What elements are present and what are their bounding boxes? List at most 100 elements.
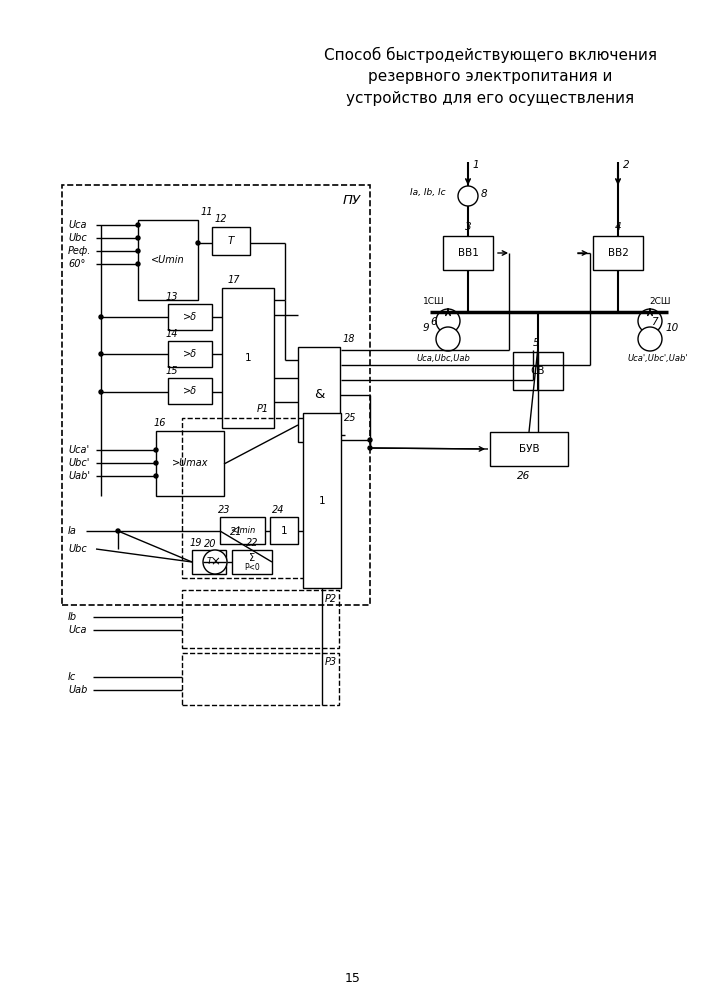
Circle shape (154, 461, 158, 465)
Text: Uca: Uca (68, 625, 86, 635)
Text: 16: 16 (154, 418, 167, 428)
Text: резервного электропитания и: резервного электропитания и (368, 70, 612, 85)
Text: БУВ: БУВ (519, 444, 539, 454)
Text: >δ: >δ (183, 386, 197, 396)
Bar (270, 517, 298, 544)
Text: 2: 2 (623, 160, 629, 170)
Text: 12: 12 (215, 214, 228, 224)
Text: ПУ: ПУ (343, 194, 361, 208)
Bar (62, 185, 370, 605)
Text: ВВ1: ВВ1 (457, 248, 479, 258)
Text: Uca',Ubc',Uab': Uca',Ubc',Uab' (628, 354, 689, 362)
Circle shape (154, 474, 158, 478)
Text: Uab': Uab' (68, 471, 90, 481)
Text: Σ: Σ (249, 553, 255, 563)
Text: <Umin: <Umin (151, 255, 185, 265)
Bar (168, 378, 212, 404)
Text: Способ быстродействующего включения: Способ быстродействующего включения (324, 47, 657, 63)
Text: Реф.: Реф. (68, 246, 91, 256)
Text: 24: 24 (272, 505, 284, 515)
Circle shape (136, 236, 140, 240)
Text: 17: 17 (228, 275, 240, 285)
Text: 18: 18 (343, 334, 356, 344)
Circle shape (136, 249, 140, 253)
Bar (182, 590, 339, 648)
Circle shape (436, 327, 460, 351)
Text: >Umax: >Umax (172, 458, 209, 468)
Bar (182, 418, 339, 578)
Text: &: & (314, 388, 325, 401)
Text: 3: 3 (464, 222, 472, 232)
Circle shape (99, 315, 103, 319)
Text: Р1: Р1 (257, 404, 269, 414)
Text: 1: 1 (473, 160, 479, 170)
Circle shape (99, 352, 103, 356)
Text: 1: 1 (245, 353, 251, 363)
Text: 1СШ: 1СШ (423, 298, 445, 306)
Text: 2СШ: 2СШ (649, 298, 671, 306)
Text: Uca,Ubc,Uab: Uca,Ubc,Uab (416, 354, 470, 362)
Circle shape (99, 390, 103, 394)
Bar (168, 341, 212, 367)
Text: Ubc: Ubc (68, 233, 87, 243)
Text: Р2: Р2 (325, 594, 337, 604)
Bar (156, 431, 224, 496)
Bar (212, 227, 250, 255)
Text: 15: 15 (345, 972, 361, 984)
Circle shape (203, 550, 227, 574)
Circle shape (154, 448, 158, 452)
Text: 13: 13 (166, 292, 178, 302)
Text: Uca: Uca (68, 220, 86, 230)
Text: 9: 9 (423, 323, 429, 333)
Bar (222, 288, 274, 428)
Bar (303, 413, 341, 588)
Text: 10: 10 (665, 323, 679, 333)
Circle shape (136, 223, 140, 227)
Text: 1: 1 (281, 526, 287, 536)
Bar (490, 432, 568, 466)
Text: 7: 7 (650, 317, 658, 327)
Text: T: T (206, 558, 212, 566)
Bar (138, 220, 198, 300)
Text: 4: 4 (614, 222, 621, 232)
Circle shape (638, 309, 662, 333)
Text: 11: 11 (201, 207, 214, 217)
Circle shape (368, 446, 372, 450)
Text: 8: 8 (481, 189, 487, 199)
Text: P<0: P<0 (244, 563, 260, 572)
Text: 5: 5 (532, 338, 539, 348)
Text: 23: 23 (218, 505, 230, 515)
Text: Ubc: Ubc (68, 544, 87, 554)
Text: 15: 15 (166, 366, 178, 376)
Circle shape (638, 327, 662, 351)
Circle shape (116, 529, 120, 533)
Text: СВ: СВ (531, 366, 545, 376)
Bar (513, 352, 563, 390)
Circle shape (196, 241, 200, 245)
Bar (182, 653, 339, 705)
Text: 26: 26 (518, 471, 531, 481)
Text: 22: 22 (246, 538, 258, 548)
Text: 19: 19 (190, 538, 202, 548)
Bar (443, 236, 493, 270)
Text: 60°: 60° (68, 259, 86, 269)
Text: ВВ2: ВВ2 (607, 248, 629, 258)
Circle shape (368, 438, 372, 442)
Text: Р3: Р3 (325, 657, 337, 667)
Text: Ic: Ic (68, 672, 76, 682)
Text: 14: 14 (166, 329, 178, 339)
Circle shape (458, 186, 478, 206)
Text: 20: 20 (204, 539, 216, 549)
Circle shape (136, 262, 140, 266)
Text: 21: 21 (230, 527, 243, 537)
Text: Uab: Uab (68, 685, 88, 695)
Text: >δ: >δ (183, 349, 197, 359)
Text: Ubc': Ubc' (68, 458, 89, 468)
Text: Ia, Ib, Ic: Ia, Ib, Ic (410, 188, 446, 196)
Text: Uca': Uca' (68, 445, 89, 455)
Text: 6: 6 (431, 317, 438, 327)
Circle shape (436, 309, 460, 333)
Bar (168, 304, 212, 330)
Text: 25: 25 (344, 413, 356, 423)
Text: ×: × (210, 556, 220, 568)
